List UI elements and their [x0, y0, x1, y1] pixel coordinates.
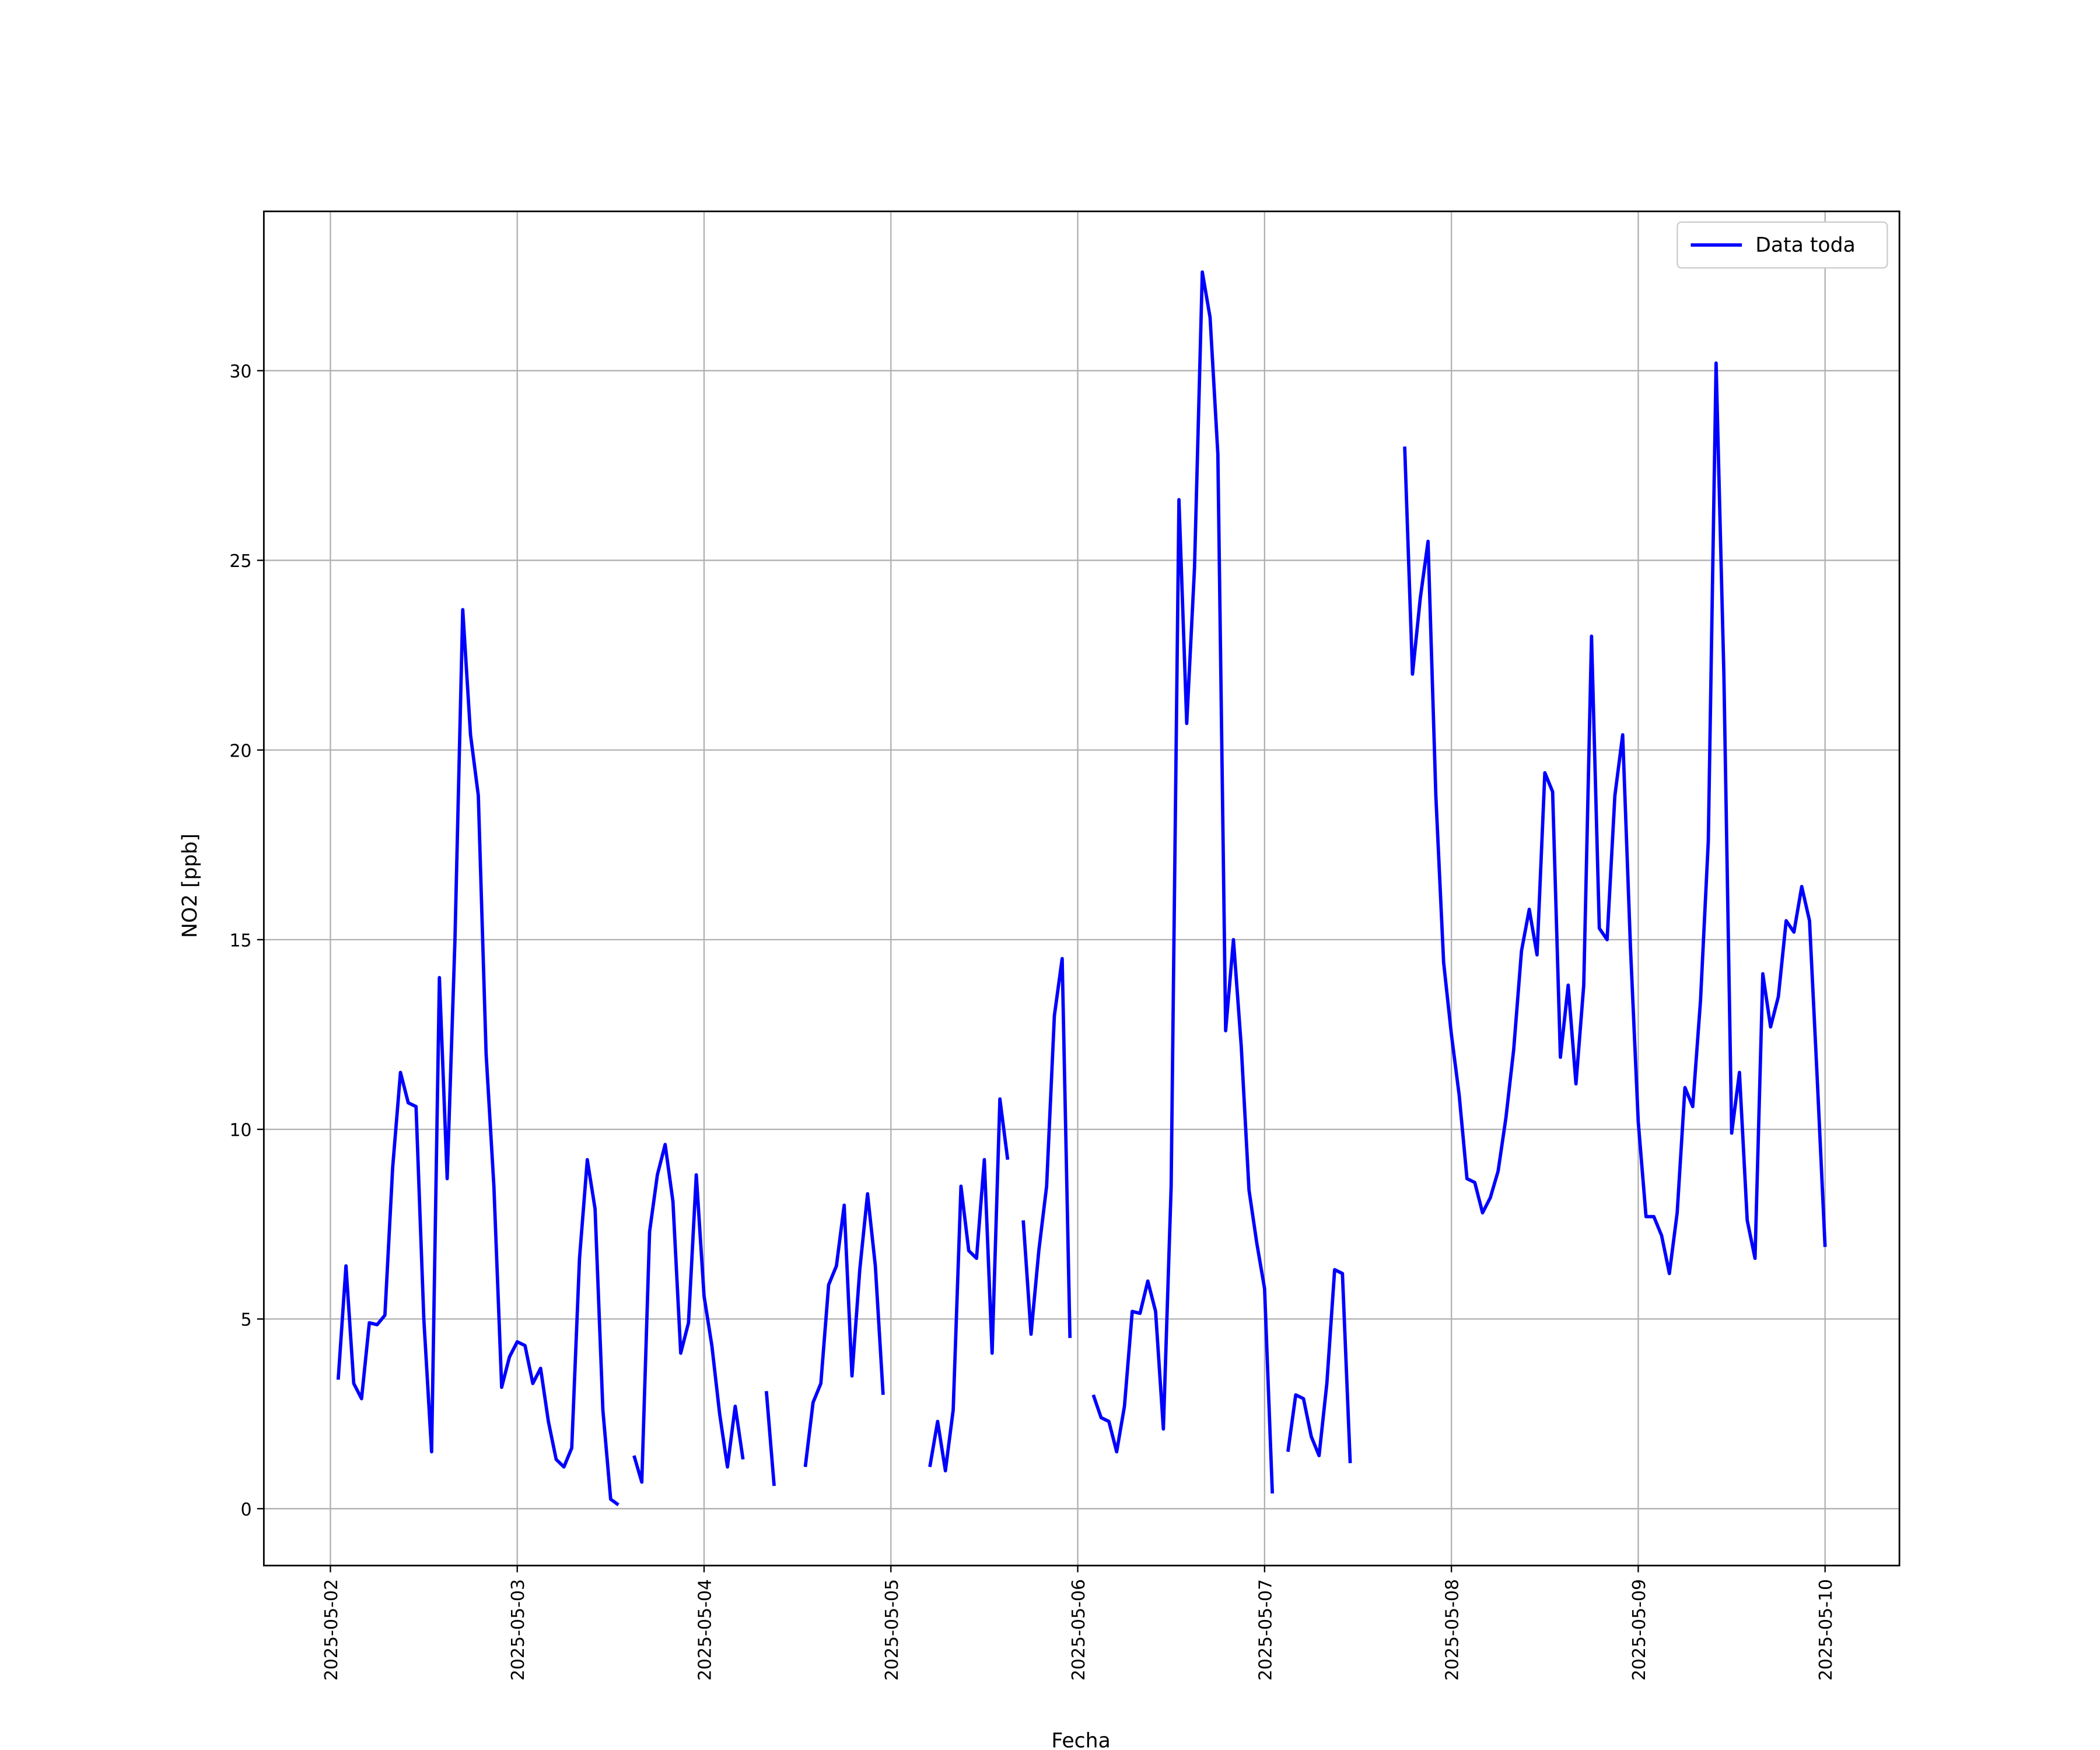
- x-tick-label: 2025-05-03: [508, 1579, 528, 1681]
- y-tick-label: 15: [229, 930, 251, 951]
- y-tick-label: 5: [240, 1310, 251, 1331]
- y-tick-label: 30: [229, 362, 251, 382]
- x-tick-label: 2025-05-06: [1069, 1579, 1089, 1681]
- y-axis-label: NO2 [ppb]: [178, 834, 202, 938]
- y-tick-label: 20: [229, 741, 251, 761]
- x-axis-label: Fecha: [1051, 1729, 1110, 1750]
- y-tick-label: 10: [229, 1121, 251, 1141]
- x-tick-label: 2025-05-07: [1255, 1579, 1276, 1681]
- x-tick-label: 2025-05-08: [1443, 1579, 1463, 1681]
- x-tick-label: 2025-05-04: [695, 1579, 716, 1681]
- y-tick-label: 0: [240, 1500, 251, 1520]
- x-tick-label: 2025-05-05: [882, 1579, 902, 1681]
- x-tick-label: 2025-05-02: [321, 1579, 342, 1681]
- x-tick-label: 2025-05-10: [1816, 1579, 1836, 1681]
- y-tick-label: 25: [229, 551, 251, 572]
- x-tick-label: 2025-05-09: [1629, 1579, 1650, 1681]
- legend-label: Data toda: [1755, 234, 1856, 257]
- legend-box: [1676, 221, 1888, 269]
- data-line: [336, 270, 1827, 1507]
- plot-frame: [262, 210, 1901, 1567]
